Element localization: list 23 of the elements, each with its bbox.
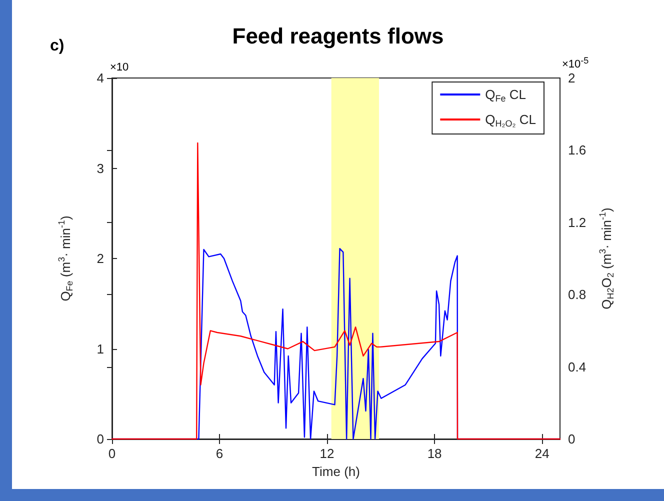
x-tick-label: 0 — [108, 446, 116, 461]
y2-tick-label: 1.2 — [568, 214, 586, 230]
x-axis-title: Time (h) — [312, 464, 360, 479]
y2-tick-label: 0 — [568, 432, 576, 446]
y-tick-label: 1 — [96, 341, 104, 356]
y-tick-label: 4 — [96, 70, 104, 86]
y2-tick-label: 0.4 — [568, 359, 586, 374]
y-tick-label: 2 — [96, 251, 104, 266]
x-tick-label: 24 — [534, 446, 550, 461]
text: QH2O2 (m3· min-1) — [598, 208, 616, 310]
y2-tick-label: 0.8 — [568, 287, 586, 302]
text: c) — [50, 38, 64, 54]
chart-title: Feed reagents flows — [232, 24, 444, 48]
x-tick-label: 18 — [427, 446, 442, 461]
text: ×10 — [110, 62, 129, 74]
y-tick-label: 0 — [96, 432, 104, 446]
line-series — [111, 142, 561, 440]
x-tick-label: 6 — [216, 446, 224, 461]
y-axis-title: QFe (m3· min-1) — [56, 216, 74, 302]
y-tick-label: 3 — [96, 160, 104, 176]
x-tick-label: 12 — [320, 446, 334, 461]
y2-tick-label: 2 — [568, 70, 576, 86]
y2-tick-label: 1.6 — [568, 142, 586, 158]
